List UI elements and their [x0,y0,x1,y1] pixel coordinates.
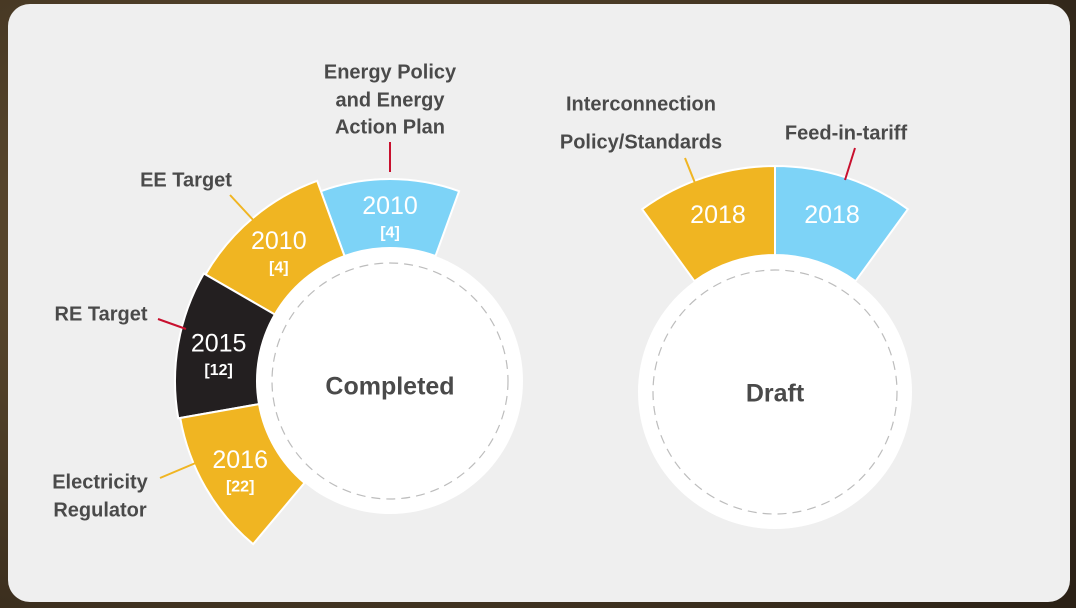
leader-line [844,147,856,181]
segment-label: Action Plan [335,116,445,138]
segment-year: 2018 [690,201,746,229]
center-circle [257,248,523,514]
dashed-ring [652,269,898,515]
segment-label: EE Target [140,169,232,191]
segment-label: Interconnection [566,93,716,115]
segment-label: and Energy [336,89,446,111]
segment-count: [4] [269,260,289,277]
segment [204,179,346,316]
segment [174,272,277,420]
segment-year: 2016 [212,446,268,474]
segment-count: [22] [226,479,254,496]
panel [8,4,1070,602]
segment-label: Electricity [52,471,148,493]
segment-year: 2018 [804,201,860,229]
leader-line [229,194,257,224]
segment-count: [12] [204,362,232,379]
status-label: Completed [325,373,454,401]
leader-line [159,461,199,479]
segment-year: 2015 [191,329,247,357]
segment-year: 2010 [362,192,418,220]
segment [774,164,910,283]
dashed-ring [271,262,509,500]
segment [179,402,306,546]
segment-label: Energy Policy [324,61,457,83]
segment-label: Regulator [53,499,147,521]
center-circle [638,255,912,529]
segment-label: Policy/Standards [560,131,722,153]
leader-line [684,157,696,184]
segment-count: [4] [380,225,400,242]
segment [319,178,461,258]
leader-line [157,318,187,330]
segment-year: 2010 [251,227,307,255]
segment-label: RE Target [55,303,148,325]
status-label: Draft [746,380,805,408]
content: Completed 2010 [4] Energy Policy and Energy A… [52,61,912,546]
segment-label: Feed-in-tariff [785,122,908,144]
